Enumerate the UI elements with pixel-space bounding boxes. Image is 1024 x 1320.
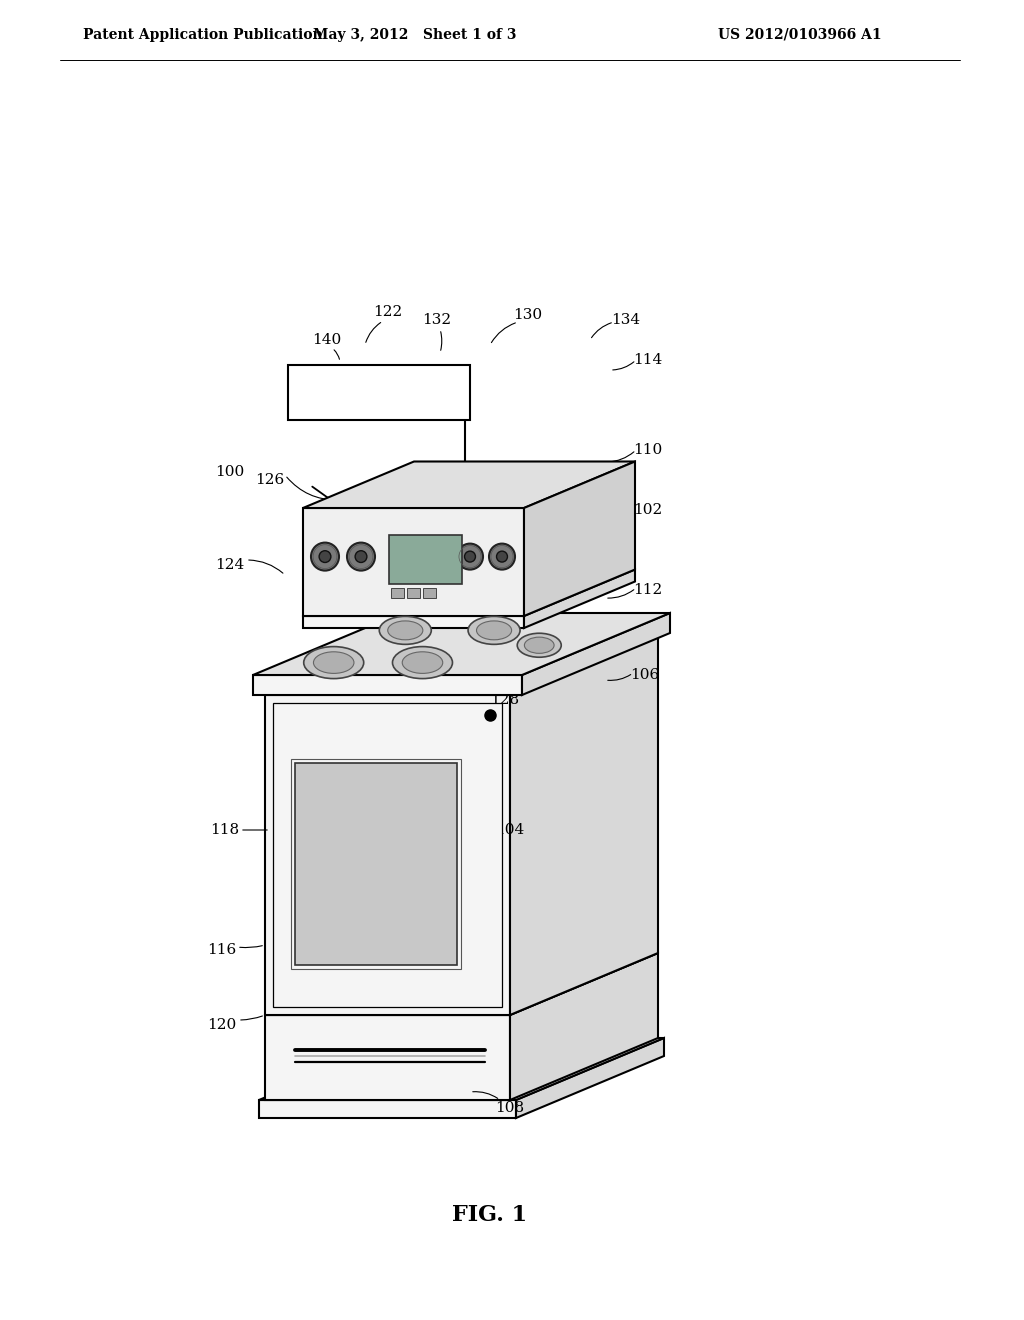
Text: Patent Application Publication: Patent Application Publication bbox=[83, 28, 323, 42]
Text: 104: 104 bbox=[496, 822, 524, 837]
Text: CONTROLLER: CONTROLLER bbox=[312, 384, 445, 401]
Polygon shape bbox=[259, 1100, 516, 1118]
Text: FIG. 1: FIG. 1 bbox=[453, 1204, 527, 1226]
Ellipse shape bbox=[517, 634, 561, 657]
Circle shape bbox=[457, 544, 483, 570]
Ellipse shape bbox=[313, 652, 354, 673]
Polygon shape bbox=[303, 462, 635, 508]
Bar bbox=[391, 587, 404, 598]
Text: 120: 120 bbox=[208, 1018, 237, 1032]
Text: 124: 124 bbox=[215, 558, 245, 572]
Bar bbox=[423, 587, 436, 598]
Text: 130: 130 bbox=[513, 308, 543, 322]
Text: 102: 102 bbox=[634, 503, 663, 517]
Polygon shape bbox=[510, 634, 658, 1015]
Circle shape bbox=[465, 552, 475, 562]
Ellipse shape bbox=[524, 638, 554, 653]
Polygon shape bbox=[303, 616, 524, 628]
Circle shape bbox=[489, 544, 515, 570]
Text: 132: 132 bbox=[423, 313, 452, 327]
Text: May 3, 2012   Sheet 1 of 3: May 3, 2012 Sheet 1 of 3 bbox=[313, 28, 517, 42]
Circle shape bbox=[347, 543, 375, 570]
Polygon shape bbox=[524, 462, 635, 616]
Ellipse shape bbox=[388, 620, 423, 640]
Text: 134: 134 bbox=[611, 313, 641, 327]
Text: 116: 116 bbox=[208, 942, 237, 957]
Polygon shape bbox=[265, 953, 658, 1015]
Text: 100: 100 bbox=[215, 465, 245, 479]
Polygon shape bbox=[524, 569, 635, 628]
Bar bbox=[407, 587, 420, 598]
Bar bbox=[389, 535, 462, 583]
Polygon shape bbox=[510, 953, 658, 1100]
Ellipse shape bbox=[402, 652, 442, 673]
Polygon shape bbox=[295, 763, 457, 965]
Polygon shape bbox=[303, 508, 524, 616]
Circle shape bbox=[355, 550, 367, 562]
Text: 118: 118 bbox=[211, 822, 240, 837]
Text: 122: 122 bbox=[374, 305, 402, 319]
Ellipse shape bbox=[304, 647, 364, 678]
Polygon shape bbox=[522, 612, 670, 696]
Polygon shape bbox=[265, 1015, 510, 1100]
Ellipse shape bbox=[379, 616, 431, 644]
Text: 126: 126 bbox=[255, 473, 285, 487]
Text: 114: 114 bbox=[634, 352, 663, 367]
Polygon shape bbox=[253, 612, 670, 675]
Text: 112: 112 bbox=[634, 583, 663, 597]
Circle shape bbox=[311, 543, 339, 570]
Polygon shape bbox=[259, 1038, 664, 1100]
Text: 110: 110 bbox=[634, 444, 663, 457]
Text: 106: 106 bbox=[631, 668, 659, 682]
Circle shape bbox=[319, 550, 331, 562]
Polygon shape bbox=[516, 1038, 664, 1118]
Ellipse shape bbox=[468, 616, 520, 644]
Text: 108: 108 bbox=[496, 1101, 524, 1115]
Ellipse shape bbox=[476, 620, 512, 640]
Text: US 2012/0103966 A1: US 2012/0103966 A1 bbox=[718, 28, 882, 42]
Polygon shape bbox=[273, 704, 502, 1007]
Polygon shape bbox=[288, 366, 470, 420]
Text: 128: 128 bbox=[490, 693, 519, 708]
Circle shape bbox=[497, 552, 508, 562]
Polygon shape bbox=[265, 696, 510, 1015]
Text: 140: 140 bbox=[312, 333, 342, 347]
Ellipse shape bbox=[392, 647, 453, 678]
Polygon shape bbox=[253, 675, 522, 696]
